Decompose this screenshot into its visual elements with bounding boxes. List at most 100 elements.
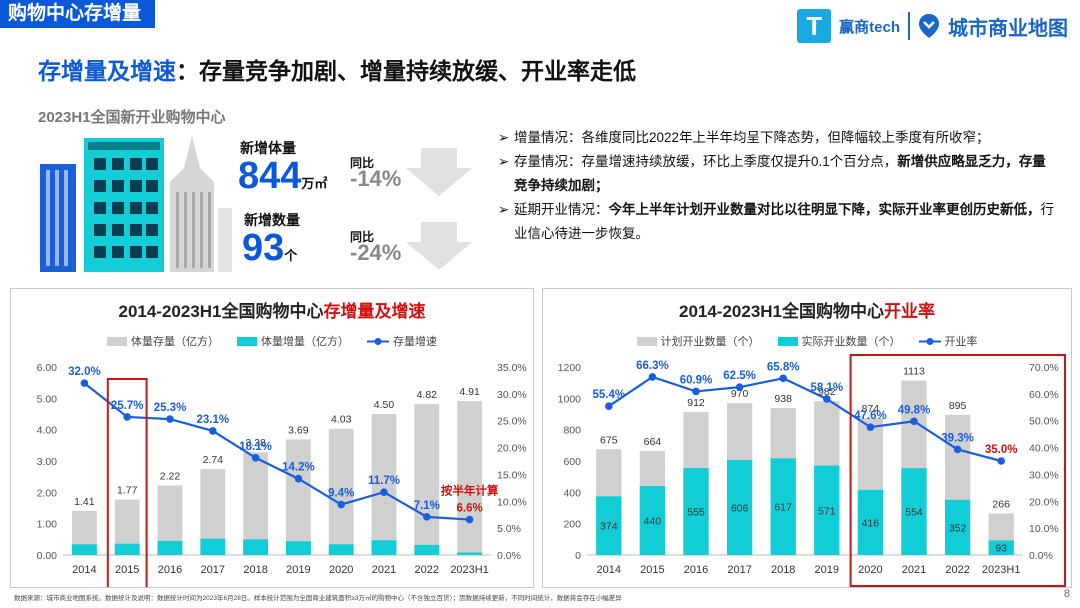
bar-value-label: 970 [731, 388, 749, 400]
x-tick-label: 2021 [372, 564, 396, 576]
y2-tick-label: 60.0% [1029, 389, 1059, 401]
title-highlight: 存增量及增速 [38, 58, 176, 84]
y-tick-label: 4.00 [37, 425, 58, 437]
rate-label: 60.9% [680, 374, 713, 386]
bar-value-label: 1.41 [74, 496, 95, 508]
bar-actual [683, 468, 709, 555]
bar-value-label: 4.50 [374, 399, 395, 411]
opening-chart-legend: 计划开业数量（个） 实际开业数量（个） 开业率 [543, 333, 1071, 349]
bar-value-label: 912 [687, 397, 705, 409]
bar-value-label: 606 [731, 503, 749, 515]
logo-group: T 赢商tech 城市商业地图 [797, 6, 1068, 46]
insight-text: 行业信心待进一步恢复。 [514, 202, 1054, 241]
bar-value-label: 617 [774, 502, 792, 514]
bar-increment [285, 541, 311, 555]
bar-value-label: 675 [600, 434, 618, 446]
bar-value-label: 1113 [903, 366, 925, 378]
y-tick-label: 0 [575, 550, 581, 562]
rate-label: 55.4% [592, 389, 625, 401]
logo-divider [908, 12, 910, 40]
bar-stock [457, 401, 483, 555]
count-yoy-value: -24% [350, 240, 402, 265]
y-tick-label: 6.00 [37, 362, 58, 374]
rate-label: 9.4% [328, 488, 354, 500]
insight-text: 新增供应略显乏力，存量竞争持续加剧； [514, 154, 1046, 193]
stock-chart-panel: 2014-2023H1全国购物中心存增量及增速 体量存量（亿方） 体量增量（亿方… [10, 288, 534, 588]
insight-list: ➢ 增量情况：各维度同比2022年上半年均呈下降态势，但降幅较上季度有所收窄； ➢ 存… [498, 126, 1058, 246]
x-tick-label: 2017 [201, 564, 225, 576]
highlight-box [849, 354, 1066, 587]
y2-tick-label: 5.0% [497, 523, 521, 535]
legend-rate: 开业率 [918, 333, 978, 349]
rate-label: 14.2% [282, 462, 315, 474]
legend-actual: 实际开业数量（个） [777, 333, 901, 349]
x-tick-label: 2019 [815, 564, 839, 576]
bar-value-label: 4.82 [417, 389, 438, 401]
bar-value-label: 416 [862, 517, 880, 529]
rate-label: 39.3% [941, 432, 974, 444]
y2-tick-label: 0.0% [1029, 550, 1053, 562]
bar-actual [639, 486, 666, 555]
bar-value-label: 3.28 [245, 437, 266, 449]
city-map-logo-text: 城市商业地图 [948, 17, 1068, 40]
y-tick-label: 1200 [558, 362, 582, 374]
count-yoy-label: 同比 [350, 230, 375, 244]
y-tick-label: 0.00 [37, 550, 58, 562]
new-count-label: 新增数量 [244, 212, 300, 228]
bar-actual [770, 458, 796, 555]
bar-value-label: 3.69 [288, 424, 309, 436]
y2-tick-label: 30.0% [1029, 469, 1059, 481]
y-tick-label: 5.00 [37, 393, 58, 405]
x-tick-label: 2016 [684, 564, 708, 576]
insight-text: 延期开业情况： [514, 202, 609, 217]
x-tick-label: 2014 [72, 564, 96, 576]
y2-tick-label: 25.0% [497, 416, 527, 428]
x-tick-label: 2023H1 [982, 564, 1021, 576]
bullet-arrow-icon: ➢ [498, 154, 510, 169]
bar-value-label: 266 [992, 498, 1010, 510]
bar-increment [114, 543, 140, 555]
bar-increment [157, 540, 183, 555]
buildings-illustration [40, 136, 232, 272]
kpi-subtitle: 2023H1全国新开业购物中心 [38, 109, 226, 126]
rate-point [779, 374, 787, 383]
rate-point [80, 379, 89, 387]
bar-actual [857, 489, 884, 555]
rate-point [953, 445, 962, 454]
y-tick-label: 3.00 [37, 456, 58, 468]
y2-tick-label: 50.0% [1029, 416, 1059, 428]
bar-value-label: 554 [905, 507, 923, 519]
x-tick-label: 2014 [597, 564, 621, 576]
bar-value-label: 938 [774, 393, 792, 405]
bar-value-label: 440 [644, 516, 662, 528]
bar-value-label: 4.03 [331, 414, 352, 426]
bar-value-label: 874 [862, 403, 880, 415]
rate-point [648, 373, 657, 381]
opening-chart-panel: 2014-2023H1全国购物中心开业率 计划开业数量（个） 实际开业数量（个）… [542, 288, 1072, 588]
bar-value-label: 571 [818, 505, 836, 517]
y2-tick-label: 15.0% [497, 469, 527, 481]
x-tick-label: 2015 [640, 564, 664, 576]
down-arrow-icon [406, 222, 472, 270]
opening-chart-svg: 0 200 400 600 800 1000 1200 0.0% 10.0% 20.0% 30.0%… [558, 354, 1066, 587]
bar-increment [71, 544, 97, 555]
bar-actual [901, 468, 927, 555]
bar-actual [596, 496, 622, 555]
bar-increment [243, 539, 269, 555]
y2-tick-label: 0.0% [497, 550, 521, 562]
rate-line [83, 382, 470, 521]
title-rest: ：存量竞争加剧、增量持续放缓、开业率走低 [176, 58, 636, 84]
page-number: 8 [1063, 588, 1070, 600]
y2-tick-label: 40.0% [1029, 443, 1059, 455]
rate-point [380, 488, 388, 496]
bar-increment [371, 540, 397, 555]
rate-point [166, 415, 174, 423]
rate-label: 11.7% [368, 475, 400, 487]
legend-line-icon [367, 337, 389, 345]
winshang-logo-text: 赢商tech [839, 18, 900, 36]
rate-point [294, 474, 303, 483]
insight-text: 增量情况：各维度同比2022年上半年均呈下降态势，但降幅较上季度有所收窄； [514, 130, 990, 145]
insight-text: 存量情况：存量增速持续放缓，环比上季度仅提升0.1个百分点， [514, 154, 898, 169]
legend-stock: 体量存量（亿方） [107, 333, 219, 349]
rate-label: 65.8% [767, 361, 800, 373]
